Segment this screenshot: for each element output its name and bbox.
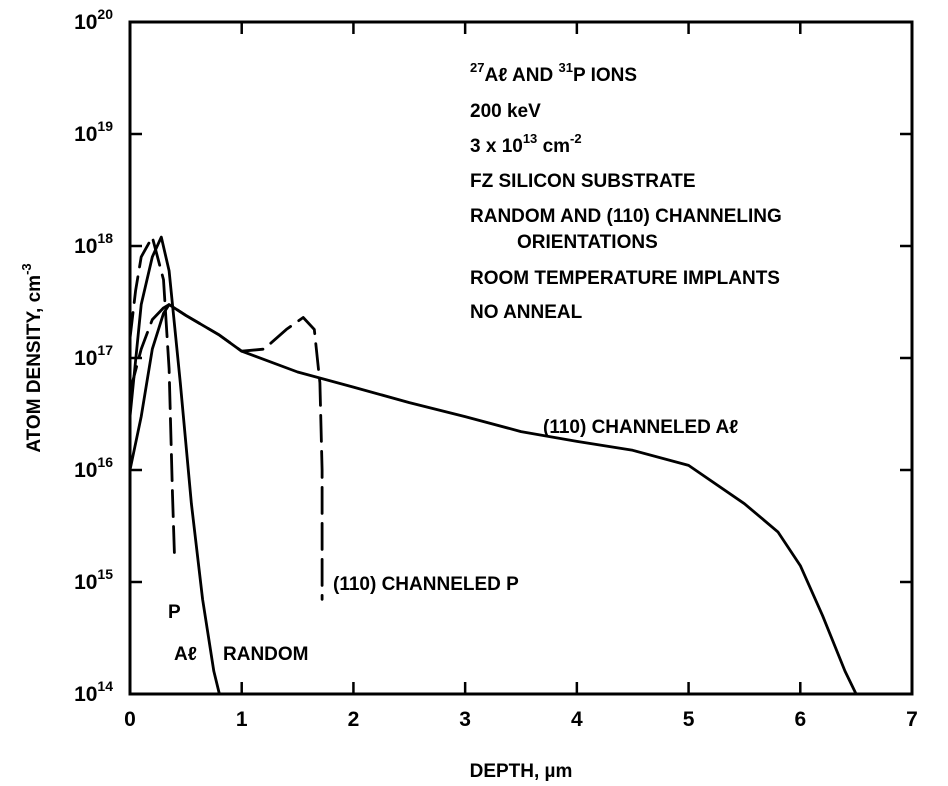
annotation-text: NO ANNEAL (470, 302, 583, 323)
series-channeled-p (128, 303, 324, 601)
annotation-sup: 27 (470, 60, 484, 75)
curve-label-ch-al: (110) CHANNELED Aℓ (543, 417, 738, 438)
annotation-energy: 200 keV (470, 101, 541, 122)
curve-label-al-rand: Aℓ (174, 644, 197, 665)
x-tick-label: 4 (571, 708, 583, 731)
y-tick-label: 1014 (74, 678, 113, 706)
annotation-orient1: RANDOM AND (110) CHANNELING (470, 206, 782, 227)
annotation-block: 27Aℓ AND 31P IONS 200 keV 3 x 1013 cm-2 FZ … (470, 60, 782, 323)
y-axis-title: ATOM DENSITY, cm-3 (19, 263, 45, 452)
y-axis-title-text: ATOM DENSITY, cm (24, 275, 45, 453)
y-tick-label: 1016 (74, 454, 113, 482)
series-channeled-al (128, 303, 858, 696)
annotation-sup: -2 (570, 131, 582, 146)
y-tick-label: 1019 (74, 118, 113, 146)
annotation-text: FZ SILICON SUBSTRATE (470, 171, 696, 192)
annotation-text: RANDOM AND (110) CHANNELING (470, 206, 782, 227)
annotation-text: ROOM TEMPERATURE IMPLANTS (470, 268, 780, 289)
annotation-substrate: FZ SILICON SUBSTRATE (470, 171, 696, 192)
x-tick-label: 6 (794, 708, 806, 731)
labels-layer: 0 1 2 3 4 5 6 71014101510161017101810191020(110… (74, 6, 918, 731)
y-tick-exp: 20 (97, 6, 113, 22)
annotation-text: 3 x 10 (470, 136, 523, 157)
annotation-sup: 13 (523, 131, 537, 146)
x-tick-label: 2 (348, 708, 360, 731)
annotation-text: P IONS (573, 65, 637, 86)
y-tick-exp: 14 (97, 678, 113, 694)
annotation-dose: 3 x 1013 cm-2 (470, 131, 582, 157)
series-random-p (128, 235, 177, 564)
plot-frame (128, 20, 914, 696)
y-tick-exp: 15 (97, 566, 113, 582)
y-tick-label: 1018 (74, 230, 113, 258)
y-tick-label: 1015 (74, 566, 113, 594)
annotation-anneal: NO ANNEAL (470, 302, 583, 323)
y-tick-base: 10 (74, 459, 97, 482)
ticks-layer (128, 20, 914, 696)
x-tick-label: 1 (236, 708, 248, 731)
y-axis-title-sup: -3 (19, 263, 34, 275)
x-axis-title: DEPTH, µm (470, 761, 573, 782)
series-random-al (128, 235, 221, 696)
y-tick-label: 1017 (74, 342, 113, 370)
curve-label-random: RANDOM (223, 644, 309, 665)
x-tick-label: 7 (906, 708, 918, 731)
curve-label-p-rand: P (168, 602, 181, 623)
x-tick-label: 3 (459, 708, 471, 731)
y-tick-base: 10 (74, 683, 97, 706)
y-tick-exp: 18 (97, 230, 113, 246)
x-tick-label: 0 (124, 708, 136, 731)
curve-label-ch-p: (110) CHANNELED P (333, 574, 519, 595)
annotation-temp: ROOM TEMPERATURE IMPLANTS (470, 268, 780, 289)
y-tick-base: 10 (74, 235, 97, 258)
x-tick-label: 5 (683, 708, 695, 731)
annotation-text: 200 keV (470, 101, 541, 122)
annotation-ions: 27Aℓ AND 31P IONS (470, 60, 637, 86)
annotation-text: ORIENTATIONS (517, 232, 658, 253)
annotation-orient2: ORIENTATIONS (517, 232, 658, 253)
annotation-text: cm (537, 136, 570, 157)
y-tick-base: 10 (74, 11, 97, 34)
y-tick-base: 10 (74, 123, 97, 146)
annotation-text: Aℓ AND (484, 65, 558, 86)
curves-layer (128, 235, 858, 696)
y-tick-exp: 17 (97, 342, 113, 358)
y-tick-exp: 16 (97, 454, 113, 470)
annotation-sup: 31 (559, 60, 573, 75)
y-tick-base: 10 (74, 571, 97, 594)
y-tick-exp: 19 (97, 118, 113, 134)
y-tick-label: 1020 (74, 6, 113, 34)
y-tick-base: 10 (74, 347, 97, 370)
